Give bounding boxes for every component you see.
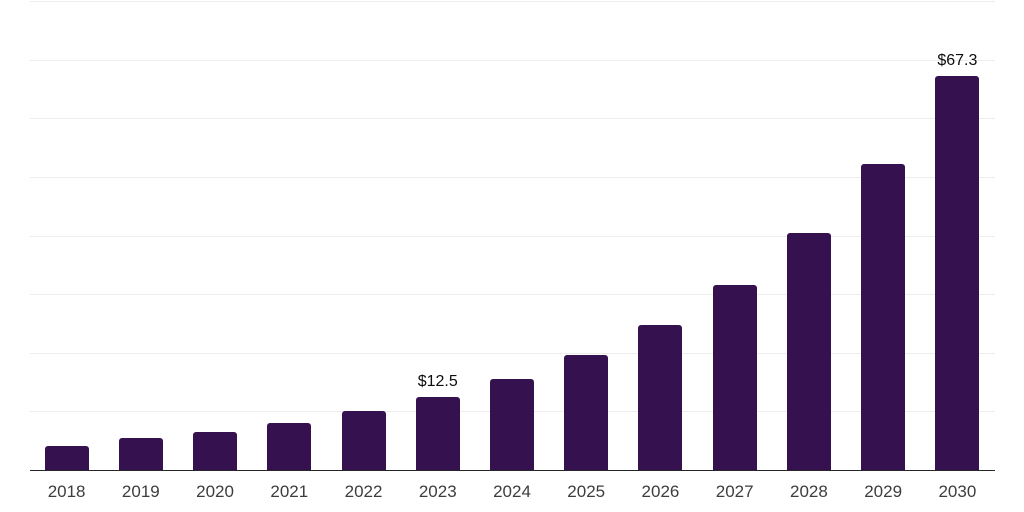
bar-2025 — [564, 355, 609, 470]
gridline-70 — [29, 59, 995, 61]
gridline-40 — [29, 235, 995, 237]
x-tick-2021: 2021 — [270, 482, 309, 501]
bar-2018 — [44, 445, 89, 470]
x-tick-2023: 2023 — [418, 482, 457, 501]
x-tick-2028: 2028 — [790, 482, 828, 501]
x-tick-2019: 2019 — [121, 482, 160, 501]
x-tick-2026: 2026 — [641, 482, 680, 501]
gridline-30 — [29, 294, 995, 296]
x-tick-2020: 2020 — [196, 482, 234, 501]
x-tick-2025: 2025 — [567, 482, 606, 501]
x-tick-2022: 2022 — [344, 482, 383, 501]
bar-2026 — [638, 325, 683, 470]
value-label-2023: $12.5 — [417, 372, 458, 390]
bar-2027 — [712, 284, 757, 470]
bar-2024 — [490, 379, 534, 470]
x-tick-2030: 2030 — [938, 482, 977, 501]
bar-2020 — [193, 431, 238, 470]
gridline-80 — [29, 1, 995, 3]
bar-2022 — [341, 411, 386, 470]
value-label-2030: $67.3 — [937, 51, 978, 69]
x-axis-line — [29, 469, 995, 471]
bar-2021 — [267, 422, 312, 470]
gridline-60 — [29, 118, 995, 120]
bar-2029 — [861, 163, 906, 470]
bar-2019 — [118, 438, 163, 470]
x-tick-2018: 2018 — [47, 482, 86, 501]
gridline-50 — [29, 177, 995, 178]
gridline-20 — [29, 352, 995, 354]
x-tick-2027: 2027 — [715, 482, 754, 501]
bar-2028 — [786, 233, 831, 470]
x-tick-2024: 2024 — [493, 482, 531, 501]
x-tick-2029: 2029 — [864, 482, 903, 501]
bar-2023 — [415, 396, 460, 470]
bar-2030 — [935, 75, 980, 470]
